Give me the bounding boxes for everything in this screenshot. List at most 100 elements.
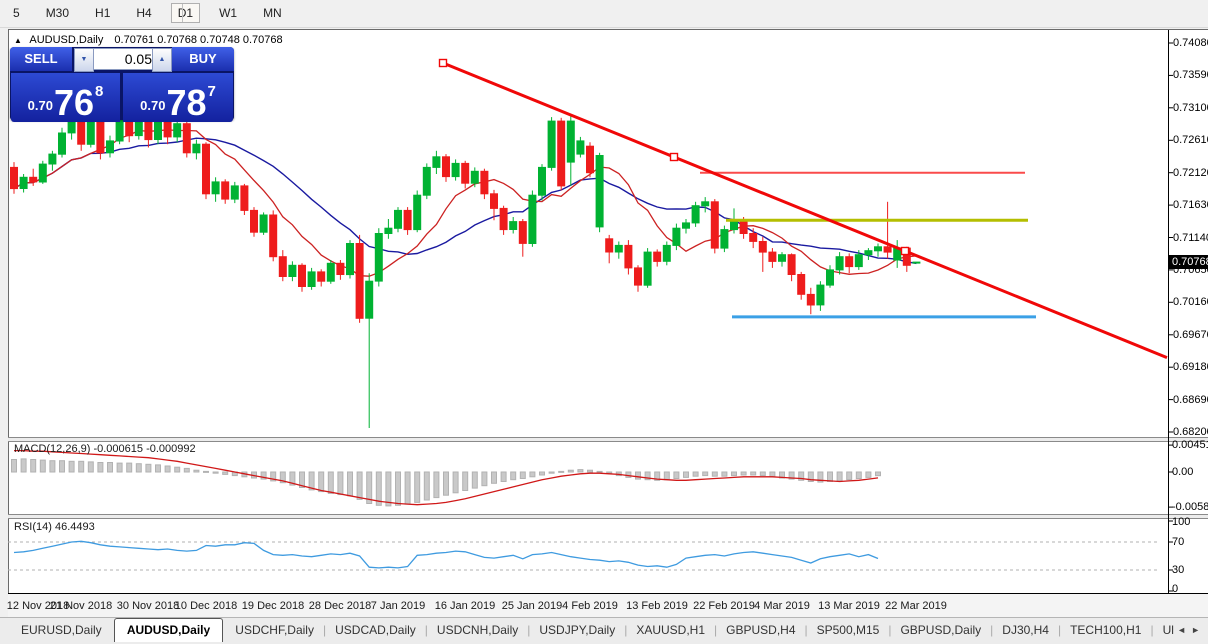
collapse-panel-icon[interactable]: ▲ xyxy=(14,36,22,45)
date-axis-label: 7 Jan 2019 xyxy=(370,600,426,612)
tab-separator: | xyxy=(990,623,994,637)
chart-tab-TECH100-H1[interactable]: TECH100,H1 xyxy=(1070,623,1142,637)
timeframe-button-W1[interactable]: W1 xyxy=(219,6,238,20)
macd-axis-label: 0.004517 xyxy=(1172,439,1208,452)
tab-scroll-right-icon[interactable]: ► xyxy=(1191,625,1200,635)
date-axis-label: 19 Dec 2018 xyxy=(241,600,305,612)
buy-price-prefix: 0.70 xyxy=(140,98,166,113)
volume-input[interactable]: 0.05 xyxy=(93,48,158,70)
chart-tab-DJ30-H4[interactable]: DJ30,H4 xyxy=(1002,623,1049,637)
buy-price-display[interactable]: 0.70 78 7 xyxy=(123,73,233,122)
chart-tab-USDCAD-Daily[interactable]: USDCAD,Daily xyxy=(335,623,416,637)
tab-separator: | xyxy=(1150,623,1154,637)
chart-tab-USDCNH-Daily[interactable]: USDCNH,Daily xyxy=(436,623,519,637)
tab-separator: | xyxy=(624,623,628,637)
date-axis-label: 25 Jan 2019 xyxy=(501,600,563,612)
date-axis-label: 21 Nov 2018 xyxy=(49,600,113,612)
pane-separator-rsi[interactable] xyxy=(8,514,1208,519)
rsi-axis-label: 0 xyxy=(1172,583,1179,595)
chart-tab-SP500-M15[interactable]: SP500,M15 xyxy=(816,623,880,637)
buy-price-big: 78 xyxy=(166,82,207,123)
tab-scroll-left-icon[interactable]: ◄ xyxy=(1177,625,1186,635)
date-axis-label: 4 Feb 2019 xyxy=(562,600,618,612)
chart-tab-GBPUSD-Daily[interactable]: GBPUSD,Daily xyxy=(900,623,982,637)
time-axis-line xyxy=(8,593,1208,594)
sell-price-prefix: 0.70 xyxy=(27,98,53,113)
chart-tab-AUDUSD-Daily[interactable]: AUDUSD,Daily xyxy=(113,618,224,642)
timeframe-button-MN[interactable]: MN xyxy=(263,6,282,20)
timeframe-button-H1[interactable]: H1 xyxy=(95,6,111,20)
chart-title: ▲ AUDUSD,Daily 0.70761 0.70768 0.70748 0… xyxy=(14,34,283,46)
macd-label: MACD(12,26,9) -0.000615 -0.000992 xyxy=(14,443,196,455)
buy-price-pip: 7 xyxy=(207,83,216,100)
macd-signal-line xyxy=(14,449,879,506)
volume-increase-button[interactable]: ▲ xyxy=(152,48,172,72)
chart-canvas[interactable] xyxy=(8,29,1208,617)
tab-separator: | xyxy=(714,623,718,637)
date-axis-label: 30 Nov 2018 xyxy=(116,600,180,612)
chart-ohlc-values: 0.70761 0.70768 0.70748 0.70768 xyxy=(114,34,283,46)
rsi-axis-label: 70 xyxy=(1172,536,1185,548)
timeframe-button-D1[interactable]: D1 xyxy=(170,3,201,23)
chart-tab-EURUSD-Daily[interactable]: EURUSD,Daily xyxy=(21,623,102,637)
chart-tab-GBPUSD-H4[interactable]: GBPUSD,H4 xyxy=(726,623,796,637)
tab-separator: | xyxy=(527,623,531,637)
sell-price-display[interactable]: 0.70 76 8 xyxy=(11,73,120,122)
trendline-anchor xyxy=(900,246,910,256)
volume-decrease-button[interactable]: ▼ xyxy=(74,48,94,72)
date-axis-label: 4 Mar 2019 xyxy=(754,600,810,612)
tab-separator: | xyxy=(888,623,892,637)
rsi-axis-label: 100 xyxy=(1172,516,1191,528)
rsi-label: RSI(14) 46.4493 xyxy=(14,521,95,533)
tab-separator: | xyxy=(804,623,808,637)
date-axis-label: 10 Dec 2018 xyxy=(174,600,238,612)
tab-separator: | xyxy=(1057,623,1062,637)
date-axis-label: 13 Feb 2019 xyxy=(626,600,688,612)
chart-tab-XAUUSD-H1[interactable]: XAUUSD,H1 xyxy=(636,623,706,637)
rsi-line xyxy=(13,540,879,569)
buy-button[interactable]: BUY xyxy=(172,47,234,71)
chart-tabs: EURUSD,Daily | AUDUSD,Daily | USDCHF,Daily | U… xyxy=(12,618,1183,642)
date-axis-label: 13 Mar 2019 xyxy=(818,600,880,612)
trendline-anchor xyxy=(438,58,448,68)
date-axis-label: 22 Mar 2019 xyxy=(885,600,947,612)
tab-separator: | xyxy=(424,623,428,637)
time-axis[interactable] xyxy=(8,594,1208,617)
sell-button[interactable]: SELL xyxy=(10,47,72,71)
arrow-up-icon: ▲ xyxy=(158,56,166,63)
chart-symbol-label: AUDUSD,Daily xyxy=(29,34,104,46)
toolbar-separator xyxy=(182,4,183,22)
date-axis-label: 28 Dec 2018 xyxy=(308,600,372,612)
sell-price-big: 76 xyxy=(53,82,94,123)
date-axis-label: 12 Nov 2018 xyxy=(6,600,70,612)
timeframe-button-H4[interactable]: H4 xyxy=(136,6,152,20)
timeframe-button-5[interactable]: 5 xyxy=(13,6,20,20)
date-axis-label: 16 Jan 2019 xyxy=(434,600,496,612)
price-axis-line xyxy=(1168,30,1169,594)
chart-tab-bar: EURUSD,Daily | AUDUSD,Daily | USDCHF,Daily | U… xyxy=(0,617,1208,644)
chart-tab-Ul[interactable]: Ul xyxy=(1162,623,1174,637)
arrow-down-icon: ▼ xyxy=(80,56,88,63)
timeframe-button-M30[interactable]: M30 xyxy=(45,6,70,20)
pane-separator-macd[interactable] xyxy=(8,437,1208,442)
sell-price-pip: 8 xyxy=(95,83,104,100)
rsi-axis-label: 30 xyxy=(1172,564,1185,576)
macd-histogram xyxy=(11,458,881,507)
current-price-tag: 0.70768 xyxy=(1168,255,1208,269)
chart-tab-USDCHF-Daily[interactable]: USDCHF,Daily xyxy=(235,623,314,637)
chart-tab-USDJPY-Daily[interactable]: USDJPY,Daily xyxy=(539,623,616,637)
